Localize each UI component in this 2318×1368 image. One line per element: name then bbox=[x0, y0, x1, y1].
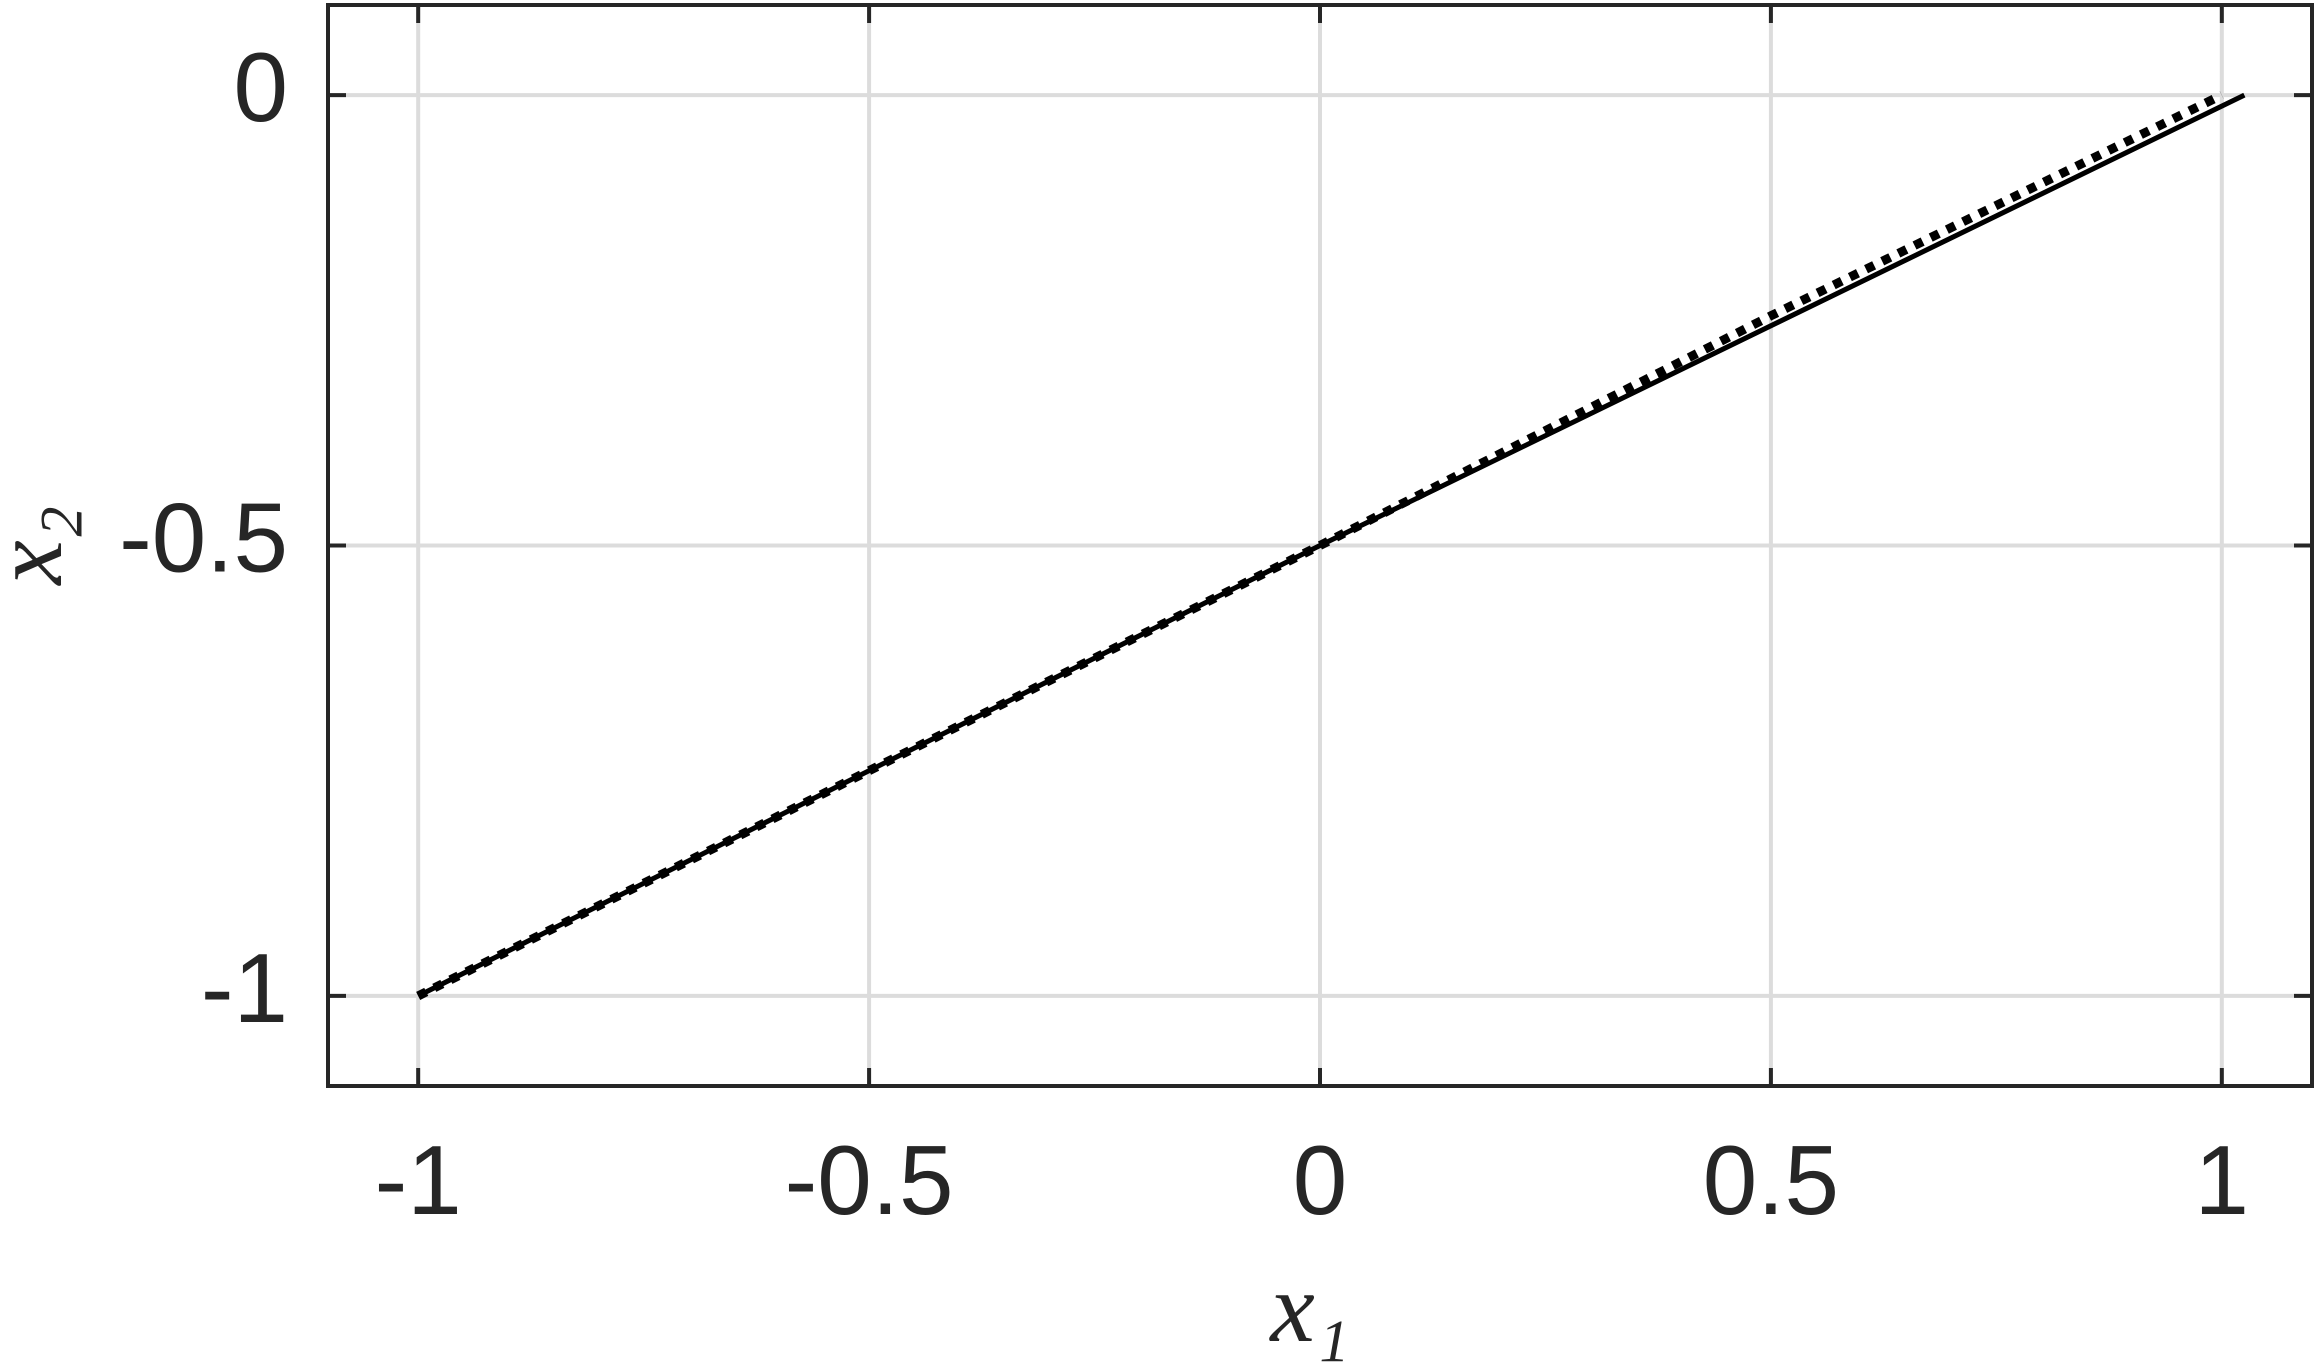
y-axis-label: x₂ bbox=[0, 505, 83, 586]
x-axis-label: x₁ bbox=[1268, 1252, 1349, 1363]
x-tick-label: -1 bbox=[375, 1125, 462, 1235]
x-tick-label: 0.5 bbox=[1703, 1125, 1839, 1235]
plot-frame bbox=[326, 3, 2314, 1088]
x-tick-label: -0.5 bbox=[785, 1125, 954, 1235]
x-tick-label: 1 bbox=[2195, 1125, 2250, 1235]
x-tick-label: 0 bbox=[1293, 1125, 1348, 1235]
y-tick-label: -1 bbox=[201, 933, 288, 1043]
y-tick-label: -0.5 bbox=[119, 482, 288, 592]
y-tick-label: 0 bbox=[233, 32, 288, 142]
series-line bbox=[416, 91, 2224, 1000]
